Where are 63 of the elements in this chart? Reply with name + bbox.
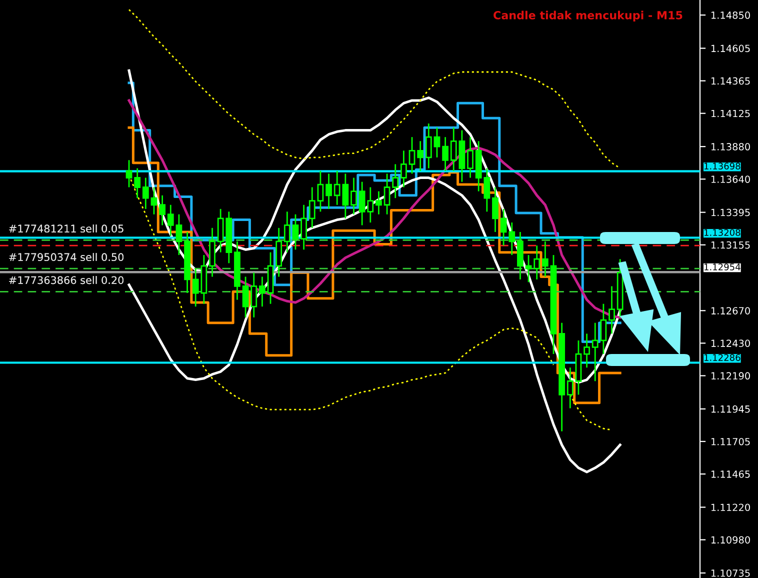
candlestick — [434, 126, 440, 158]
y-tick-label: 1.13880 — [711, 143, 750, 150]
ref-line-label: #177481211 sell 0.05 — [9, 224, 124, 233]
candlestick — [150, 186, 158, 216]
candlestick — [400, 150, 407, 188]
candlestick — [525, 254, 532, 283]
y-tick-label: 1.11945 — [711, 405, 750, 413]
candlestick — [159, 194, 166, 226]
y-tick-label: 1.11705 — [711, 438, 750, 446]
candlestick — [292, 214, 299, 250]
candlestick — [392, 164, 399, 199]
candlestick — [442, 136, 448, 172]
y-tick-label: 1.13640 — [711, 176, 750, 183]
y-tick-label: 1.11220 — [711, 504, 750, 512]
y-tick-label: 1.10980 — [711, 536, 750, 544]
y-tick-label: 1.13155 — [711, 241, 750, 249]
y-tick-label: 1.14125 — [711, 110, 750, 118]
ref-line-label: 1.12286 — [704, 354, 740, 361]
candlestick — [592, 322, 598, 382]
ref-line-label: #177363866 sell 0.20 — [9, 276, 124, 284]
y-tick-label: 1.14365 — [711, 77, 750, 85]
candlestick — [250, 272, 258, 318]
candlestick — [534, 244, 540, 280]
candlestick — [308, 186, 316, 229]
y-tick-label: 1.14850 — [711, 12, 750, 19]
candlestick — [317, 170, 324, 212]
candlestick — [408, 136, 416, 174]
candlestick — [167, 204, 174, 237]
candlestick — [600, 303, 607, 355]
candlestick — [242, 276, 249, 318]
y-tick-label: 1.14605 — [711, 44, 750, 52]
candlestick — [417, 140, 424, 172]
ref-line-label: #177950374 sell 0.50 — [9, 252, 124, 262]
candlestick — [384, 172, 390, 216]
ref-line-label: 1.13208 — [704, 229, 740, 236]
ref-line-label: 1.13698 — [704, 162, 740, 170]
candlestick — [425, 122, 432, 169]
candlestick — [608, 286, 615, 334]
y-tick-label: 1.13395 — [711, 208, 750, 216]
y-tick-label: 1.10735 — [711, 569, 750, 577]
candlestick — [350, 177, 357, 216]
candlestick — [142, 177, 149, 210]
candlestick — [176, 214, 182, 256]
candlestick — [566, 366, 574, 409]
annotation: Candle tidak mencukupi - M15 — [494, 10, 682, 22]
y-tick-label: 1.11465 — [711, 470, 750, 478]
candlestick — [126, 159, 132, 188]
line-series — [128, 176, 622, 474]
candlestick — [258, 276, 266, 308]
candlestick — [326, 172, 332, 210]
candlestick — [300, 204, 307, 250]
candlestick — [467, 136, 474, 178]
y-tick-label: 1.12670 — [711, 307, 750, 314]
candlestick — [584, 332, 590, 368]
candlestick — [376, 190, 382, 216]
candlestick — [134, 168, 141, 199]
candlestick — [542, 240, 548, 278]
candlestick — [450, 126, 457, 172]
candlestick — [492, 186, 498, 233]
ref-line-label: 1.12954 — [704, 264, 740, 270]
y-tick-label: 1.12190 — [711, 372, 750, 380]
y-tick-label: 1.12430 — [711, 340, 750, 347]
candlestick — [284, 210, 290, 254]
